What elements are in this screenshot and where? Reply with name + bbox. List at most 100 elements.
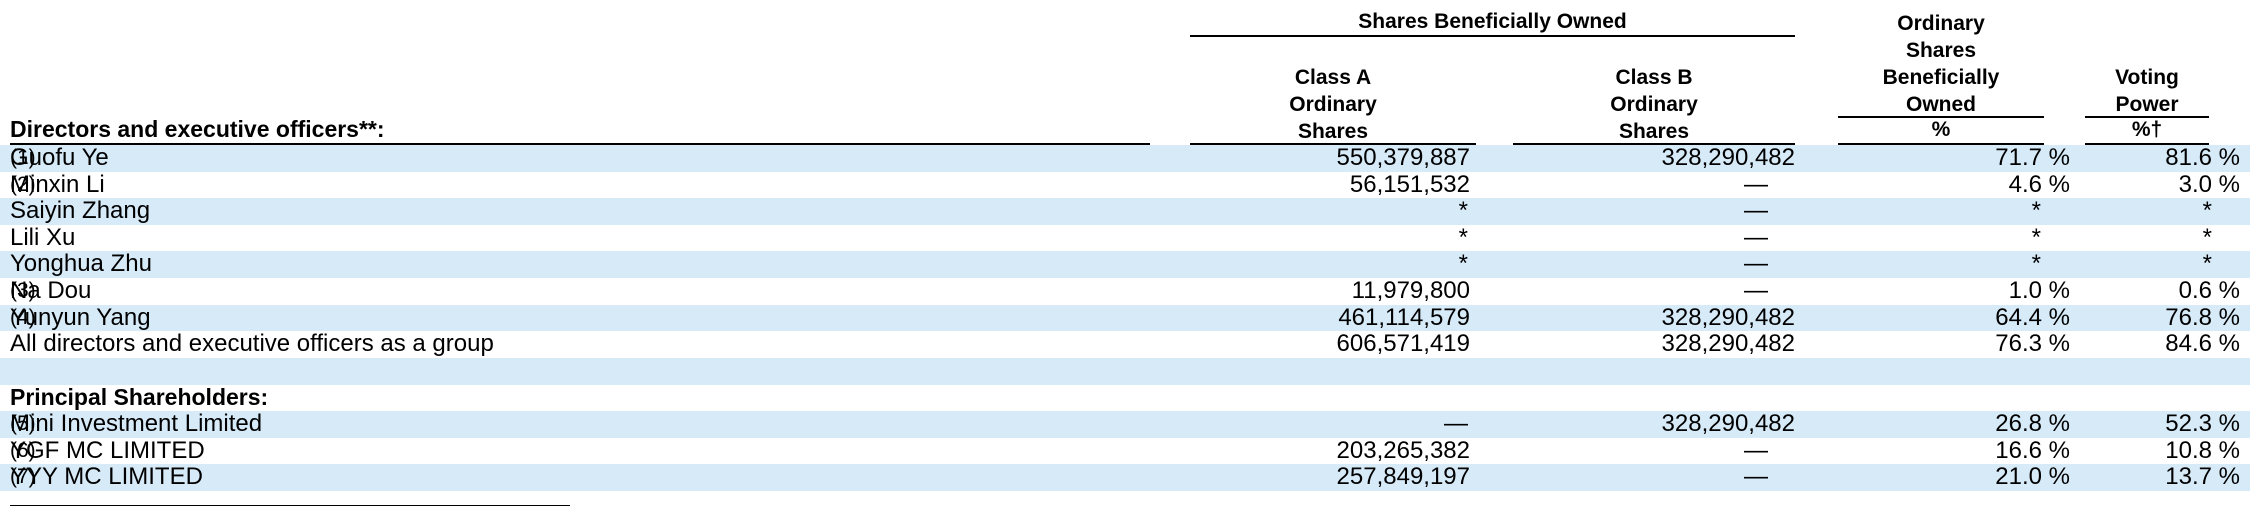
class-a-shares: — <box>1444 410 1468 437</box>
col-vote-unit-label: %† <box>2131 118 2163 141</box>
voting-power-percent: 81.6 % <box>2165 144 2240 171</box>
ownership-percent: 21.0 % <box>1995 463 2070 491</box>
col-pct-unit-label: % <box>1931 118 1951 141</box>
class-a-shares: 606,571,419 <box>1336 330 1470 358</box>
voting-power-percent: 13.7 % <box>2165 463 2240 491</box>
class-b-shares: 328,290,482 <box>1661 330 1795 358</box>
table-row: Saiyin Zhang * — * * <box>0 198 2250 225</box>
table-row: Yonghua Zhu * — * * <box>0 251 2250 278</box>
ownership-percent: 76.3 % <box>1995 330 2070 358</box>
table-row: All directors and executive officers as … <box>0 331 2250 358</box>
table-row: Lili Xu * — * * <box>0 223 2250 252</box>
class-a-shares: 461,114,579 <box>1338 303 1470 331</box>
ownership-percent: 26.8 % <box>1995 410 2070 437</box>
class-a-shares: 11,979,800 <box>1351 277 1470 304</box>
col-vote-unit: %† <box>2085 116 2209 143</box>
holder-name-text: Guofu Ye <box>10 144 109 171</box>
ownership-percent: 64.4 % <box>1995 303 2070 331</box>
table-row: Na Dou (3) 11,979,800 — 1.0 % 0.6 % <box>0 277 2250 305</box>
holder-name-text: Saiyin Zhang <box>10 197 151 225</box>
col-vote-header-line2: Power <box>2115 93 2179 116</box>
col-vote-rule-upper <box>2085 116 2209 118</box>
voting-power-percent: * <box>2202 197 2212 225</box>
voting-power-percent: * <box>2202 223 2212 251</box>
voting-power-percent: 76.8 % <box>2165 303 2240 331</box>
class-a-shares: 203,265,382 <box>1336 436 1470 464</box>
table-row: Minxin Li (2) 56,151,532 — 4.6 % 3.0 % <box>0 170 2250 199</box>
row-section-title-label: Directors and executive officers**: <box>10 116 385 142</box>
class-b-shares: 328,290,482 <box>1661 144 1795 171</box>
class-b-shares: — <box>1744 170 1768 198</box>
holder-name-text: Yunyun Yang <box>10 303 151 331</box>
class-b-shares: — <box>1744 463 1768 491</box>
footnote-ref: (5) <box>10 412 36 435</box>
col-b-header-line1: Class B <box>1615 66 1693 89</box>
col-vote-header: Voting Power <box>2085 64 2209 118</box>
spacer-band <box>0 358 2250 385</box>
ownership-percent: 4.6 % <box>2008 170 2070 198</box>
col-a-header-line1: Class A <box>1294 66 1372 89</box>
col-pct-header-line1: Ordinary <box>1897 12 1985 35</box>
col-pct-header: Ordinary Shares Beneficially Owned <box>1838 10 2044 118</box>
table-row: Guofu Ye (1) 550,379,887 328,290,482 71.7 % 8… <box>0 144 2250 172</box>
class-b-shares: 328,290,482 <box>1661 410 1795 437</box>
row-section-title: Directors and executive officers**: <box>10 116 385 143</box>
voting-power-percent: * <box>2202 250 2212 278</box>
footnote-ref: (1) <box>10 146 36 169</box>
ownership-percent: * <box>2031 223 2041 251</box>
class-b-shares: — <box>1744 436 1768 464</box>
ownership-percent: 71.7 % <box>1995 144 2070 171</box>
footnote-ref: (4) <box>10 305 36 329</box>
principal-section-title: Principal Shareholders: <box>10 384 268 411</box>
class-b-shares: — <box>1744 197 1768 225</box>
ownership-percent: 16.6 % <box>1995 436 2070 464</box>
col-vote-rule <box>2085 143 2209 145</box>
class-a-shares: * <box>1458 197 1468 225</box>
col-b-header: Class B Ordinary Shares <box>1513 64 1795 145</box>
row-title-rule <box>10 143 1150 145</box>
col-pct-header-line2: Shares <box>1905 39 1977 62</box>
footnote-ref: (2) <box>10 172 36 196</box>
col-b-rule <box>1513 143 1795 145</box>
class-a-shares: * <box>1458 223 1468 251</box>
footnote-ref: (6) <box>10 438 36 462</box>
col-pct-rule-upper <box>1838 116 2044 118</box>
voting-power-percent: 0.6 % <box>2178 277 2240 304</box>
holder-name-text: Yonghua Zhu <box>10 250 152 278</box>
class-b-shares: — <box>1744 250 1768 278</box>
class-a-shares: 257,849,197 <box>1336 463 1470 491</box>
col-a-rule <box>1190 143 1476 145</box>
col-b-header-line3: Shares <box>1618 120 1690 143</box>
table-row: Yunyun Yang (4) 461,114,579 328,290,482 64.4… <box>0 303 2250 332</box>
class-a-shares: 550,379,887 <box>1336 144 1470 171</box>
voting-power-percent: 84.6 % <box>2165 330 2240 358</box>
voting-power-percent: 10.8 % <box>2165 436 2240 464</box>
holder-name-text: YGF MC LIMITED <box>10 436 205 464</box>
col-a-header: Class A Ordinary Shares <box>1190 64 1476 145</box>
footnote-rule <box>10 505 570 506</box>
row-band <box>0 251 2250 278</box>
ownership-percent: * <box>2031 197 2041 225</box>
table-row: Mini Investment Limited (5) — 328,290,482 26… <box>0 410 2250 438</box>
row-band <box>0 198 2250 225</box>
table-row: YGF MC LIMITED (6) 203,265,382 — 16.6 % 10.8 … <box>0 436 2250 465</box>
holder-name-text: All directors and executive officers as … <box>10 330 494 358</box>
footnote-ref: (7) <box>10 465 36 489</box>
table-row: YYY MC LIMITED (7) 257,849,197 — 21.0 % 13.7 … <box>0 464 2250 491</box>
voting-power-percent: 52.3 % <box>2165 410 2240 437</box>
class-b-shares: — <box>1744 277 1768 304</box>
class-b-shares: — <box>1744 223 1768 251</box>
row-band <box>0 464 2250 491</box>
ownership-percent: 1.0 % <box>2008 277 2070 304</box>
col-pct-header-line3: Beneficially <box>1882 66 2000 89</box>
holder-name-text: Minxin Li <box>10 170 105 198</box>
voting-power-percent: 3.0 % <box>2178 170 2240 198</box>
row-band <box>0 304 2250 332</box>
row-band <box>0 411 2250 438</box>
col-vote-header-line1: Voting <box>2115 66 2179 89</box>
holder-name-text: YYY MC LIMITED <box>10 463 203 491</box>
holder-name-text: Na Dou <box>10 277 92 304</box>
row-band <box>0 145 2250 172</box>
class-a-shares: 56,151,532 <box>1349 170 1470 198</box>
